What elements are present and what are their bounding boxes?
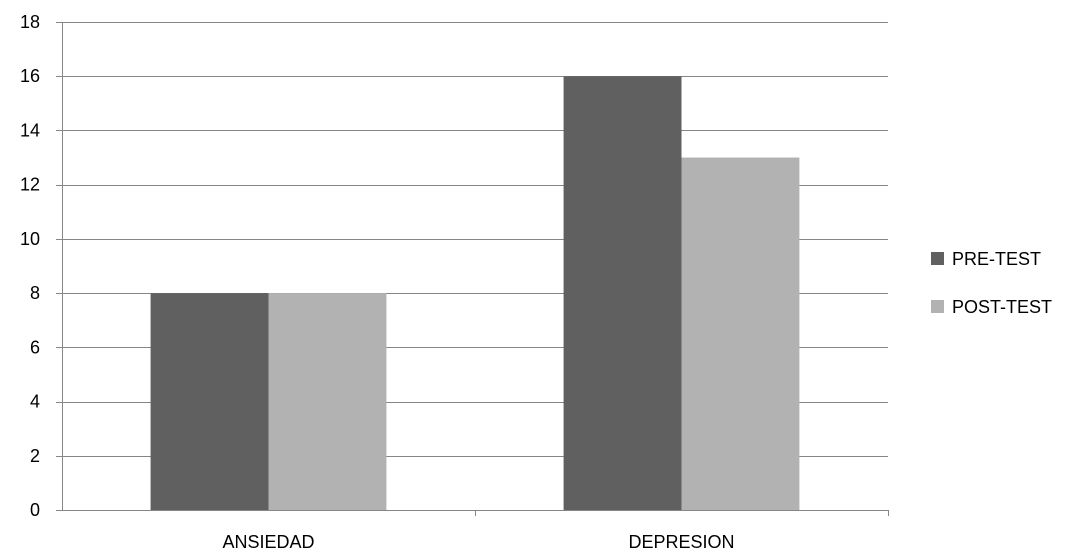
bars xyxy=(150,76,800,511)
y-tick-label: 14 xyxy=(20,120,40,140)
x-tick-label: ANSIEDAD xyxy=(222,532,314,552)
legend-swatch-post-test xyxy=(931,300,944,313)
y-tick-label: 16 xyxy=(20,66,40,86)
y-tick-label: 18 xyxy=(20,12,40,32)
bar-post-test-ansiedad xyxy=(268,293,387,510)
x-tick-labels: ANSIEDAD DEPRESION xyxy=(222,532,734,552)
y-tick-label: 4 xyxy=(30,392,40,412)
y-tick-labels: 0 2 4 6 8 10 12 14 16 18 xyxy=(20,12,40,520)
y-tick-label: 12 xyxy=(20,175,40,195)
y-tick-label: 2 xyxy=(30,446,40,466)
legend: PRE-TEST POST-TEST xyxy=(931,249,1052,317)
bar-pre-test-depresion xyxy=(563,76,682,510)
y-tick-label: 6 xyxy=(30,337,40,357)
bar-post-test-depresion xyxy=(681,157,800,511)
y-tick-label: 8 xyxy=(30,283,40,303)
bar-pre-test-ansiedad xyxy=(150,293,269,510)
x-tick-label: DEPRESION xyxy=(628,532,734,552)
legend-label: POST-TEST xyxy=(952,297,1052,317)
y-tick-label: 10 xyxy=(20,229,40,249)
legend-swatch-pre-test xyxy=(931,252,944,265)
axes xyxy=(56,22,889,516)
y-tick-label: 0 xyxy=(30,500,40,520)
legend-label: PRE-TEST xyxy=(952,249,1041,269)
